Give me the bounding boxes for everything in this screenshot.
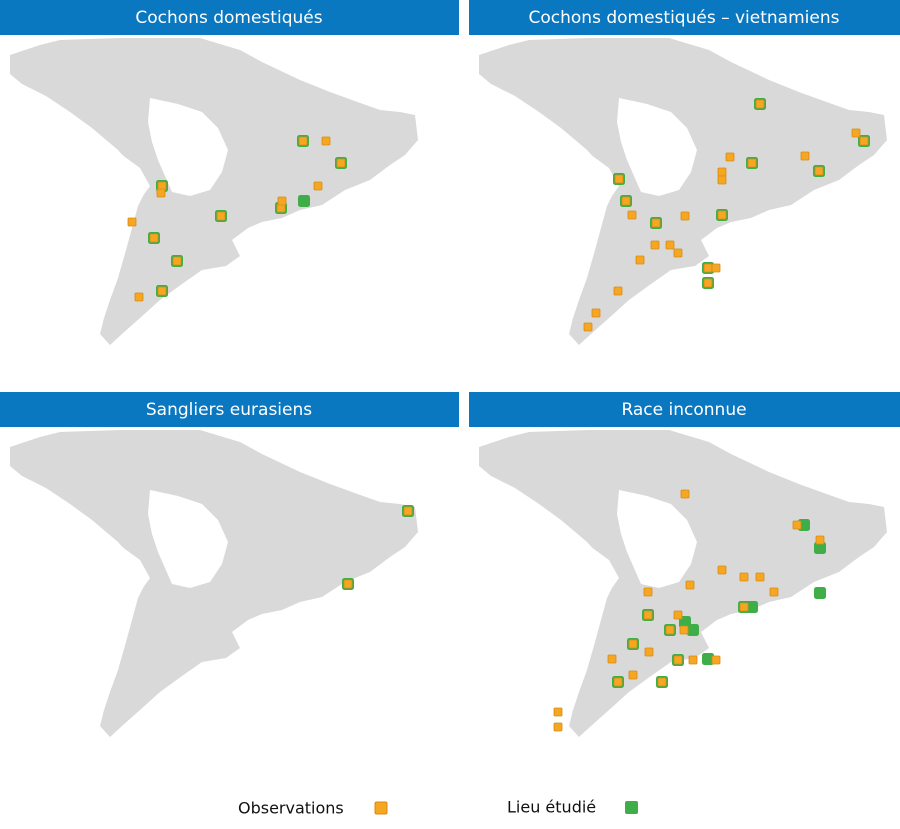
observation-marker <box>613 677 623 687</box>
observation-marker <box>635 255 645 265</box>
observation-marker <box>127 217 137 227</box>
observation-marker <box>859 136 869 146</box>
observation-marker <box>591 308 601 318</box>
observation-marker <box>156 188 166 198</box>
observation-marker <box>673 610 683 620</box>
observation-marker <box>216 211 226 221</box>
observation-marker <box>583 322 593 332</box>
observation-marker <box>725 152 735 162</box>
observation-marker <box>277 196 287 206</box>
observation-marker <box>607 654 617 664</box>
observation-marker <box>134 292 144 302</box>
observation-marker <box>298 136 308 146</box>
observation-marker <box>815 535 825 545</box>
observation-marker <box>769 587 779 597</box>
observation-marker <box>665 625 675 635</box>
observation-marker <box>755 99 765 109</box>
study-site-marker <box>298 195 310 207</box>
observation-marker <box>717 167 727 177</box>
observation-marker <box>553 707 563 717</box>
panel-title: Cochons domestiqués <box>135 8 322 28</box>
observation-marker <box>755 572 765 582</box>
study-site-marker <box>702 653 714 665</box>
observation-marker <box>321 136 331 146</box>
observation-marker <box>665 240 675 250</box>
panel-header: Cochons domestiqués – vietnamiens <box>469 0 900 35</box>
observation-marker <box>717 565 727 575</box>
study-site-marker <box>814 587 826 599</box>
map <box>10 430 418 737</box>
title-bar <box>0 0 459 35</box>
panel-title: Race inconnue <box>621 400 746 420</box>
observation-marker <box>711 655 721 665</box>
legend-label: Lieu étudié <box>507 798 596 817</box>
observation-marker <box>343 579 353 589</box>
observation-marker <box>717 175 727 185</box>
observation-marker <box>336 158 346 168</box>
observation-marker <box>851 128 861 138</box>
observation-marker <box>739 602 749 612</box>
observation-marker <box>814 166 824 176</box>
observation-marker <box>673 248 683 258</box>
maps <box>10 38 887 737</box>
observation-marker <box>627 210 637 220</box>
observation-marker <box>643 587 653 597</box>
observation-marker <box>673 655 683 665</box>
observation-marker <box>553 722 563 732</box>
observation-marker <box>149 233 159 243</box>
observation-marker <box>650 240 660 250</box>
observation-marker <box>711 263 721 273</box>
map <box>479 38 887 345</box>
study-site-marker <box>687 624 699 636</box>
panel-header: Race inconnue <box>469 392 900 427</box>
title-bar <box>469 0 900 35</box>
observation-marker <box>688 655 698 665</box>
panel-title: Sangliers eurasiens <box>146 400 312 420</box>
map <box>10 38 418 345</box>
observation-marker <box>613 286 623 296</box>
study-site-marker <box>814 542 826 554</box>
observation-marker <box>403 506 413 516</box>
observation-marker <box>739 572 749 582</box>
observation-marker <box>157 286 167 296</box>
observation-marker <box>643 610 653 620</box>
observation-marker <box>717 210 727 220</box>
observation-marker <box>800 151 810 161</box>
legend-label: Observations <box>238 799 344 818</box>
title-bar <box>0 392 459 427</box>
observation-marker <box>703 278 713 288</box>
observation-marker <box>747 158 757 168</box>
legend: Observations Lieu étudié <box>238 798 638 818</box>
legend-swatch <box>374 801 388 815</box>
title-bar <box>469 392 900 427</box>
markers <box>127 98 870 732</box>
map <box>479 430 887 737</box>
observation-marker <box>628 670 638 680</box>
observation-marker <box>614 174 624 184</box>
observation-marker <box>657 677 667 687</box>
observation-marker <box>651 218 661 228</box>
observation-marker <box>644 647 654 657</box>
observation-marker <box>685 580 695 590</box>
observation-marker <box>703 263 713 273</box>
observation-marker <box>680 211 690 221</box>
panel-header: Cochons domestiqués <box>0 0 459 35</box>
observation-marker <box>621 196 631 206</box>
observation-marker <box>679 625 689 635</box>
panel-title: Cochons domestiqués – vietnamiens <box>529 8 840 28</box>
observation-marker <box>172 256 182 266</box>
panel-header: Sangliers eurasiens <box>0 392 459 427</box>
observation-marker <box>680 489 690 499</box>
observation-marker <box>792 520 802 530</box>
observation-marker <box>628 639 638 649</box>
legend-swatch <box>625 801 638 814</box>
observation-marker <box>313 181 323 191</box>
